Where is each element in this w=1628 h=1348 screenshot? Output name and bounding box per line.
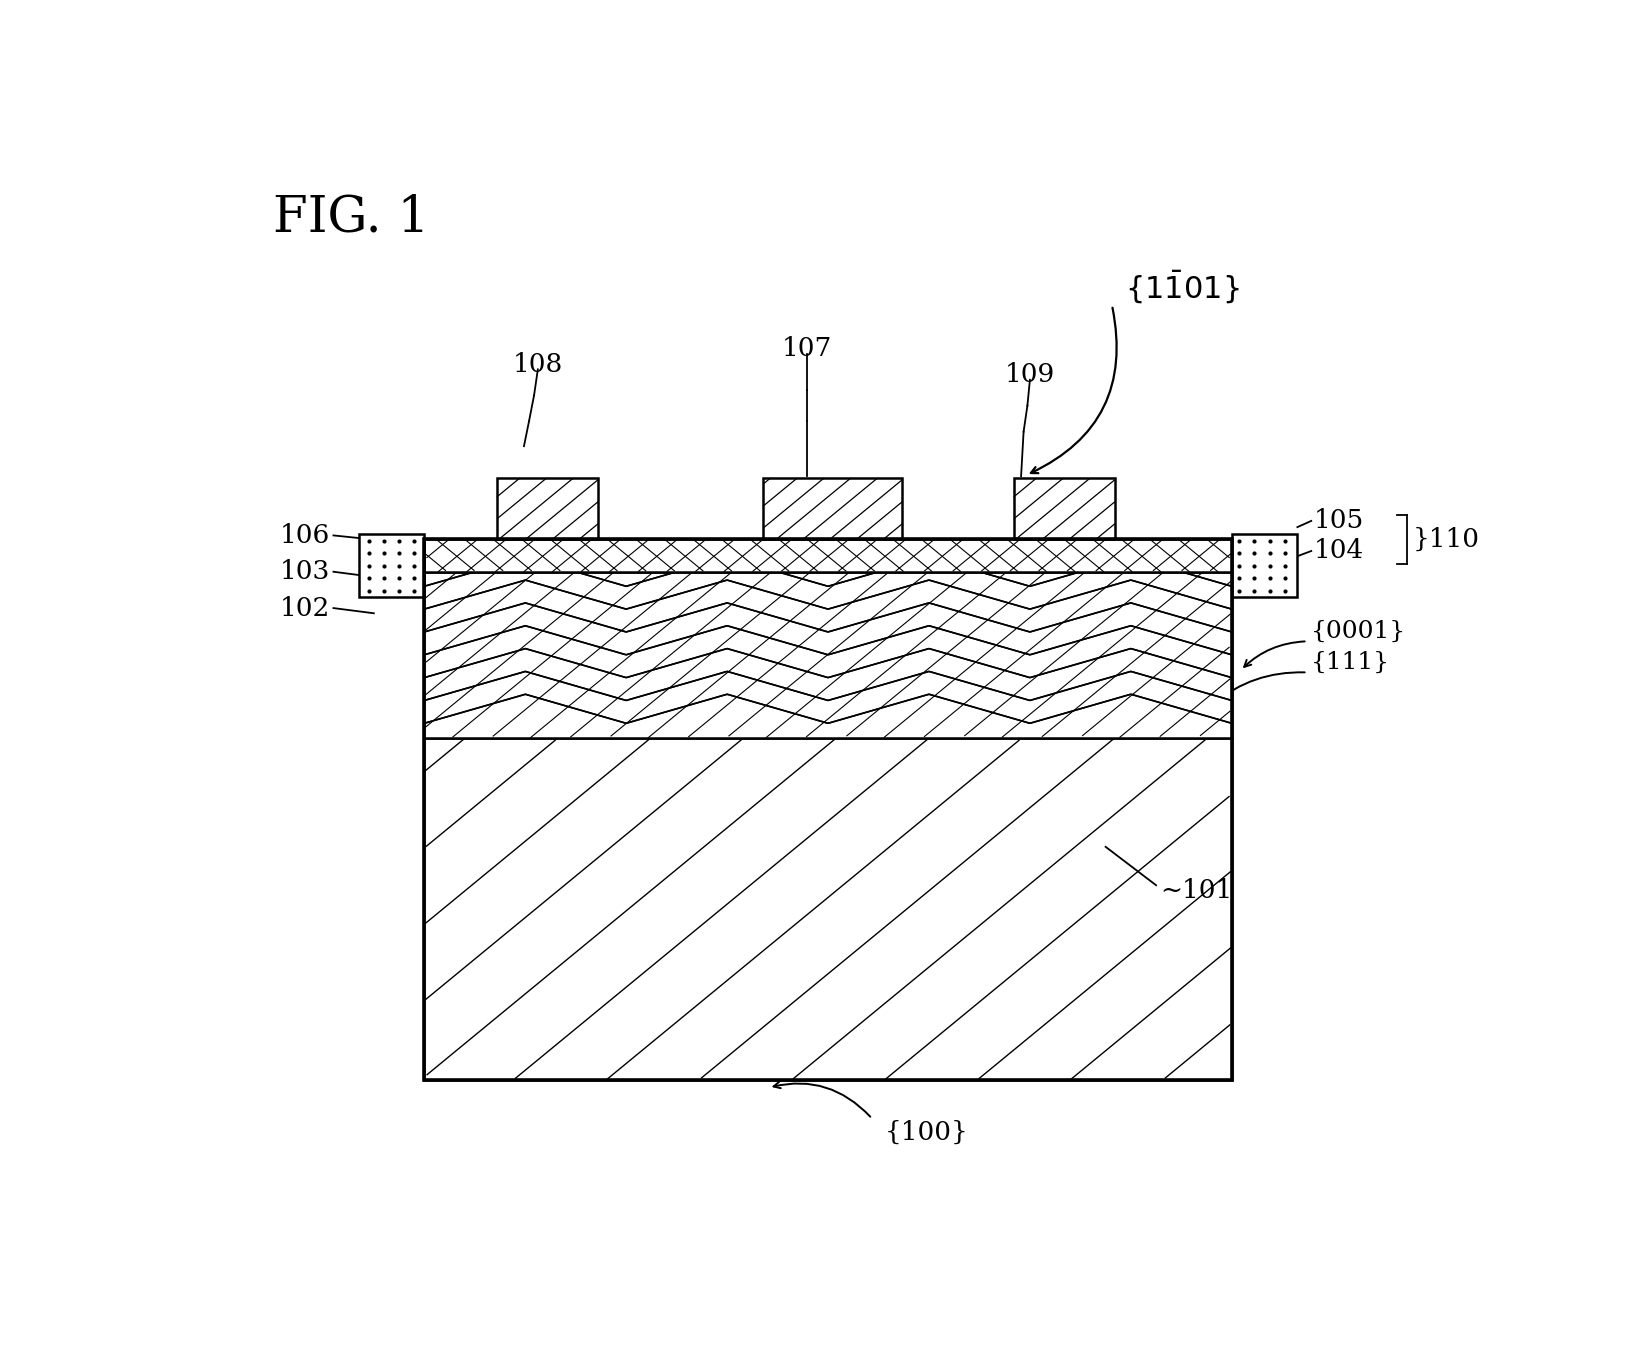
Polygon shape <box>425 625 1232 678</box>
Bar <box>1014 479 1115 539</box>
FancyArrowPatch shape <box>1214 673 1304 704</box>
Polygon shape <box>425 671 1232 724</box>
Bar <box>425 539 1232 572</box>
Text: 105: 105 <box>1314 508 1364 534</box>
Text: 103: 103 <box>280 559 329 584</box>
Polygon shape <box>425 557 1232 609</box>
Text: FIG. 1: FIG. 1 <box>274 193 430 243</box>
Bar <box>1232 534 1298 597</box>
Polygon shape <box>425 580 1232 632</box>
Text: {100}: {100} <box>886 1120 969 1144</box>
Bar <box>425 539 1232 1080</box>
Bar <box>425 539 1232 572</box>
Text: ~101: ~101 <box>1159 878 1232 903</box>
Bar <box>1014 479 1115 539</box>
Bar <box>764 479 902 539</box>
Bar <box>425 737 1232 1080</box>
Bar <box>425 572 1232 737</box>
Text: 108: 108 <box>513 352 563 376</box>
Text: {111}: {111} <box>1311 651 1390 674</box>
Polygon shape <box>425 603 1232 655</box>
FancyArrowPatch shape <box>773 1081 871 1116</box>
Text: 104: 104 <box>1314 538 1364 563</box>
Text: 109: 109 <box>1004 363 1055 387</box>
Text: 106: 106 <box>280 523 329 547</box>
Bar <box>497 479 597 539</box>
FancyArrowPatch shape <box>1031 307 1117 473</box>
FancyArrowPatch shape <box>1244 642 1304 667</box>
Text: 102: 102 <box>280 596 329 620</box>
Polygon shape <box>425 648 1232 701</box>
Text: 107: 107 <box>781 336 832 361</box>
Text: }110: }110 <box>1411 527 1480 553</box>
Text: $\{1\bar{1}01\}$: $\{1\bar{1}01\}$ <box>1125 268 1239 305</box>
Text: {0001}: {0001} <box>1311 620 1407 643</box>
Bar <box>764 479 902 539</box>
Bar <box>425 737 1232 1080</box>
Bar <box>425 572 1232 737</box>
Bar <box>497 479 597 539</box>
Bar <box>358 534 425 597</box>
